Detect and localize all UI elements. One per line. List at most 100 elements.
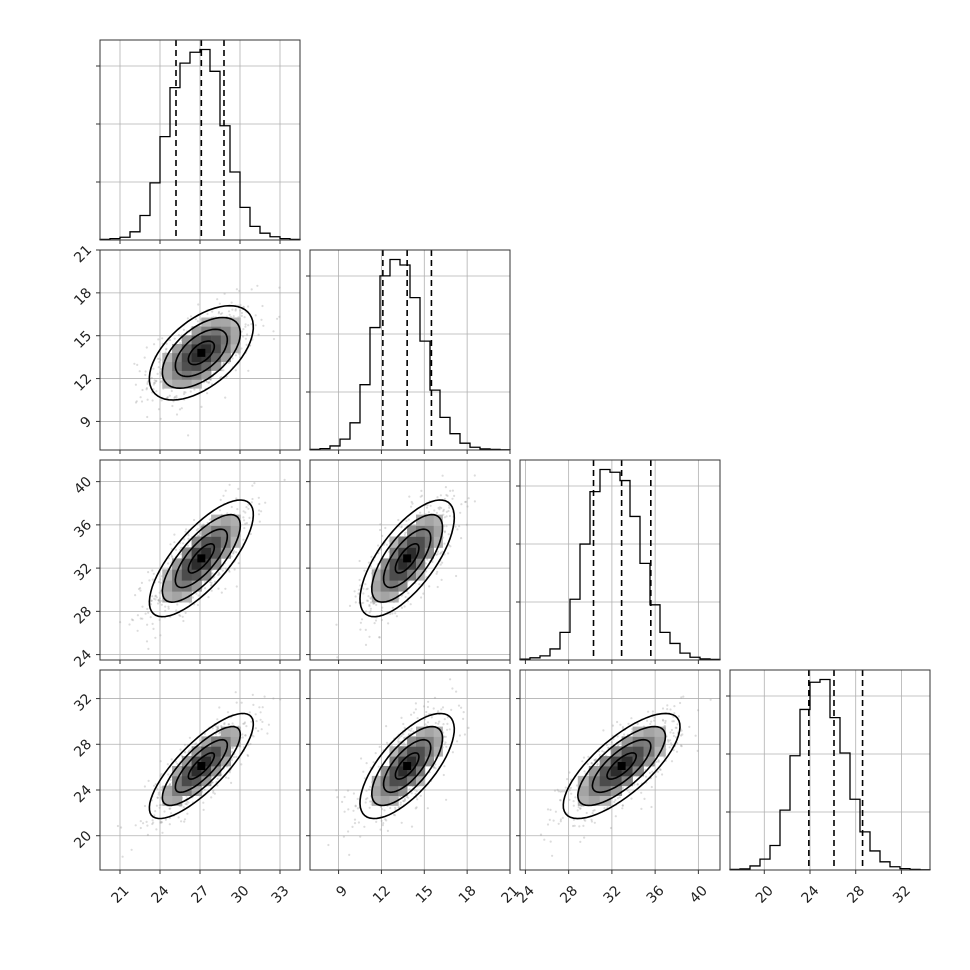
sample-point [231,357,234,360]
sample-point [208,381,211,384]
sample-point [664,721,667,725]
sample-point [153,381,156,384]
density-cell [162,569,173,581]
sample-point [247,369,250,372]
sample-point [245,522,248,525]
sample-point [143,356,146,359]
sample-point [627,722,630,725]
sample-point [194,743,197,746]
sample-point [613,800,616,804]
sample-point [380,819,383,823]
density-cell [191,558,202,570]
sample-point [186,544,190,547]
sample-point [145,388,148,391]
sample-point [175,413,179,416]
sample-point [375,820,378,824]
sample-point [235,755,238,759]
sample-point [433,696,437,699]
sample-point [153,784,156,787]
density-peak [403,762,412,770]
density-cell [433,726,443,737]
sample-point [397,518,400,522]
sample-point [230,746,234,750]
sample-point [407,518,410,521]
sample-point [184,391,187,394]
sample-point [194,318,197,321]
sample-point [460,503,463,506]
density-cell [424,756,434,767]
sample-point [199,532,202,535]
sample-point [579,807,582,810]
sample-point [139,617,142,620]
density-cell [577,785,590,796]
sample-point [443,718,446,721]
sample-point [149,616,152,619]
sample-point [120,826,123,829]
sample-point [158,618,161,622]
sample-point [415,806,418,809]
sample-point [680,734,683,737]
sample-point [365,588,368,591]
sample-point [438,720,441,723]
sample-point [168,807,171,810]
panel-1-0: 9 12 15 18 21 [71,242,301,454]
sample-point [252,703,255,707]
histogram-2 [519,468,721,661]
sample-point [227,723,230,726]
sample-point [170,554,173,558]
panel-frame [729,669,931,871]
sample-point [659,768,662,771]
sample-point [139,820,142,823]
sample-point [402,736,405,740]
sample-point [139,826,142,830]
sample-point [146,824,149,827]
sample-point [158,591,161,594]
sample-point [260,728,263,731]
density-cell [416,536,426,548]
sample-point [601,750,604,753]
sample-point [261,720,264,724]
sample-point [432,707,435,710]
sample-point [369,800,372,803]
sample-point [661,707,665,710]
contour-1 [174,528,229,589]
sample-point [381,534,384,538]
sample-point [158,601,161,604]
sample-point [591,812,594,815]
sample-point [426,807,429,810]
sample-point [394,612,397,615]
sample-point [202,808,205,812]
sample-point [682,695,685,698]
contour-0 [187,543,216,574]
density-peak [197,554,206,563]
contour-1 [382,738,432,794]
sample-point [621,804,624,807]
density-cell [211,525,222,537]
sample-point [354,804,357,807]
sample-point [227,723,231,726]
sample-point [404,531,407,535]
sample-point [668,746,671,749]
sample-point [381,808,384,811]
sample-point [158,598,161,602]
sample-point [219,376,222,379]
sample-point [231,308,234,311]
x-tick-label: 9 [333,883,351,901]
sample-point [155,596,158,599]
sample-point [428,585,431,588]
panel-frame [309,249,511,451]
sample-point [364,628,367,632]
sample-point [448,506,451,509]
y-tick-label: 24 [71,782,95,806]
density-cell [181,370,192,380]
sample-point [385,741,389,744]
sample-point [234,309,237,312]
sample-point [647,710,650,713]
sample-point [173,541,176,544]
sample-point [382,822,385,825]
sample-point [363,825,366,828]
contour-3 [359,499,456,618]
sample-point [159,634,162,637]
sample-point [656,770,660,773]
sample-point [368,806,371,809]
